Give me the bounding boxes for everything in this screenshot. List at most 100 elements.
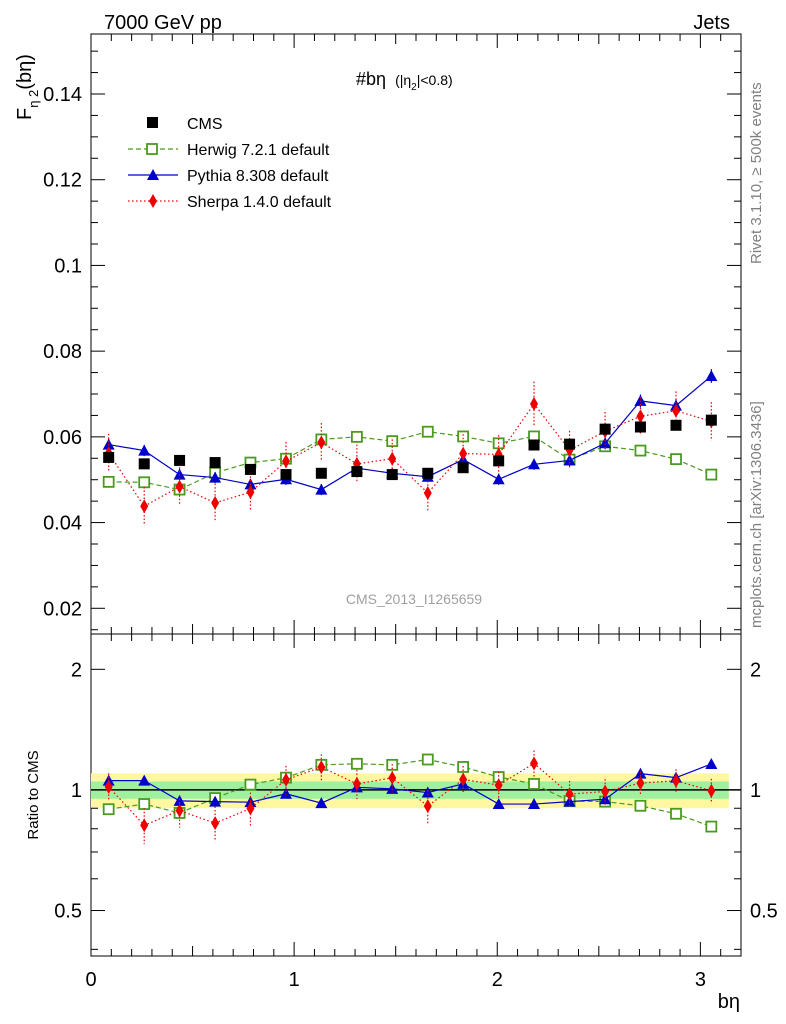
main-ylabel-sub: η 2 [26, 90, 41, 108]
main-cms-point [422, 467, 434, 479]
ratio-sherpa-point [636, 776, 645, 791]
ratio-pythia-point [599, 793, 612, 805]
ratio-pythia-point [386, 782, 399, 794]
main-sherpa-point [175, 479, 184, 494]
legend-entry-herwig: Herwig 7.2.1 default [128, 142, 330, 159]
ratio-pythia-point [634, 767, 647, 779]
main-y-tick-label: 0.14 [43, 84, 82, 106]
main-pythia-point [599, 437, 612, 449]
legend-entry-pythia: Pythia 8.308 default [128, 168, 329, 185]
plot-title-sub-end: |<0.8) [417, 72, 453, 88]
legend-cms-label: CMS [187, 116, 223, 133]
main-herwig-point [350, 430, 363, 443]
ratio-herwig-point [528, 778, 540, 790]
x-tick-label: 2 [492, 969, 503, 991]
main-cms-point [244, 463, 256, 475]
ratio-pythia-point [421, 786, 434, 798]
legend-herwig-label: Herwig 7.2.1 default [187, 142, 330, 159]
main-herwig-point [634, 444, 647, 457]
ratio-herwig-point [350, 757, 363, 770]
ratio-herwig-line [108, 758, 712, 828]
ratio-sherpa-point [175, 803, 184, 818]
x-tick-label: 0 [85, 969, 96, 991]
main-pythia-point [102, 438, 115, 450]
main-y-tick-label: 0.08 [43, 341, 82, 363]
main-y-tick-label: 0.04 [43, 513, 82, 535]
ratio-sherpa-point [104, 779, 113, 794]
ratio-sherpa-point [601, 784, 610, 799]
main-y-tick-label: 0.12 [43, 170, 82, 192]
rivet-label: Rivet 3.1.10, ≥ 500k events [748, 82, 765, 264]
ratio-sherpa-point [140, 818, 149, 833]
legend-sherpa-marker [149, 194, 157, 208]
main-sherpa-point [211, 495, 220, 510]
main-pythia-point [634, 394, 647, 406]
main-ylabel-tail: (bη) [14, 54, 36, 90]
main-pythia-point [528, 458, 541, 470]
main-cms-point [457, 462, 469, 474]
header-energy: 7000 GeV pp [104, 12, 222, 34]
ratio-pythia-point [492, 798, 505, 810]
ratio-sherpa-point [246, 801, 255, 816]
main-cms-point [351, 466, 363, 478]
main-cms-point [670, 419, 682, 431]
plot-title-sub-index: 2 [411, 82, 417, 93]
main-pythia-point [138, 444, 151, 456]
main-herwig-point [138, 476, 151, 489]
main-cms-point [138, 458, 150, 470]
ratio-herwig-point [102, 803, 115, 816]
ratio-y-tick-label: 1 [71, 780, 82, 802]
ratio-sherpa-point [565, 787, 574, 802]
ratio-y-tick-label-right: 0.5 [750, 901, 778, 923]
legend-sherpa-label: Sherpa 1.4.0 default [187, 194, 332, 211]
main-cms-point [386, 469, 398, 481]
ratio-sherpa-point [388, 770, 397, 785]
main-y-tick-label: 0.06 [43, 427, 82, 449]
ratio-sherpa-point [352, 776, 361, 791]
x-tick-label: 1 [289, 969, 300, 991]
ratio-pythia-point [173, 794, 186, 806]
ratio-y-tick-label: 0.5 [54, 901, 82, 923]
ratio-pythia-point [209, 795, 222, 807]
main-sherpa-point [672, 403, 680, 418]
main-cms-point [209, 457, 221, 469]
main-sherpa-line [108, 402, 712, 508]
ratio-herwig-point [634, 799, 647, 812]
ratio-pythia-point [705, 757, 718, 769]
main-sherpa-point [636, 409, 645, 424]
ratio-herwig-point [138, 798, 151, 810]
ratio-sherpa-point [530, 756, 539, 771]
ratio-herwig-point [421, 753, 434, 766]
ratio-ylabel: Ratio to CMS [25, 750, 42, 839]
svg-text:Fη 2(bη): Fη 2(bη) [14, 54, 41, 120]
main-cms-point [315, 467, 327, 479]
main-pythia-point [173, 468, 186, 480]
ratio-sherpa-point [317, 760, 326, 775]
ratio-pythia-line [108, 763, 712, 805]
main-cms-point [705, 414, 717, 426]
analysis-watermark: CMS_2013_I1265659 [346, 591, 482, 607]
main-sherpa-point [388, 451, 397, 466]
plot-title-sub: (|η [395, 72, 411, 88]
main-cms-point [280, 469, 292, 481]
legend-pythia-marker [147, 169, 159, 180]
ratio-sherpa-point [282, 772, 290, 787]
main-cms-point [493, 455, 505, 467]
main-cms-point [528, 439, 540, 451]
plot-title: #bη (|η2|<0.8) [356, 69, 453, 93]
legend-entry-sherpa: Sherpa 1.4.0 default [128, 194, 332, 211]
header-process: Jets [693, 12, 730, 34]
main-herwig-point [421, 425, 434, 438]
main-pythia-line [108, 375, 712, 491]
legend: CMS Herwig 7.2.1 default Pythia 8.308 de… [128, 116, 332, 211]
ratio-herwig-point [244, 778, 257, 791]
main-pythia-point [705, 370, 718, 381]
plot-title-main: #bη [356, 69, 386, 89]
ratio-pythia-point [315, 797, 328, 809]
main-pythia-point [492, 473, 505, 485]
main-sherpa-point [530, 396, 539, 411]
main-y-tick-label: 0.02 [43, 598, 82, 620]
main-sherpa-point [246, 485, 255, 500]
main-herwig-point [102, 475, 115, 488]
